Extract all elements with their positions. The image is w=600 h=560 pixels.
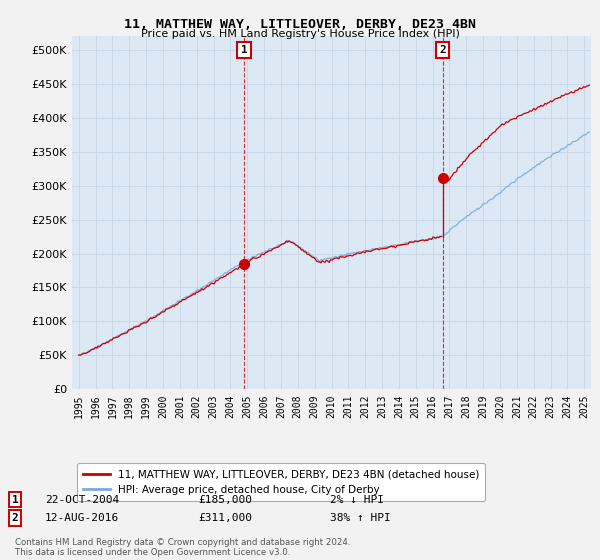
Bar [244,36,443,389]
Text: Price paid vs. HM Land Registry's House Price Index (HPI): Price paid vs. HM Land Registry's House … [140,29,460,39]
Text: 38% ↑ HPI: 38% ↑ HPI [330,513,391,523]
Text: 12-AUG-2016: 12-AUG-2016 [45,513,119,523]
Text: £311,000: £311,000 [198,513,252,523]
Text: 2: 2 [439,45,446,55]
Legend: 11, MATTHEW WAY, LITTLEOVER, DERBY, DE23 4BN (detached house), HPI: Average pric: 11, MATTHEW WAY, LITTLEOVER, DERBY, DE23… [77,463,485,501]
Text: 2% ↓ HPI: 2% ↓ HPI [330,494,384,505]
Text: £185,000: £185,000 [198,494,252,505]
Text: 11, MATTHEW WAY, LITTLEOVER, DERBY, DE23 4BN: 11, MATTHEW WAY, LITTLEOVER, DERBY, DE23… [124,18,476,31]
Text: 1: 1 [241,45,247,55]
Text: 2: 2 [11,513,19,523]
Text: Contains HM Land Registry data © Crown copyright and database right 2024.
This d: Contains HM Land Registry data © Crown c… [15,538,350,557]
Text: 1: 1 [11,494,19,505]
Text: 22-OCT-2004: 22-OCT-2004 [45,494,119,505]
